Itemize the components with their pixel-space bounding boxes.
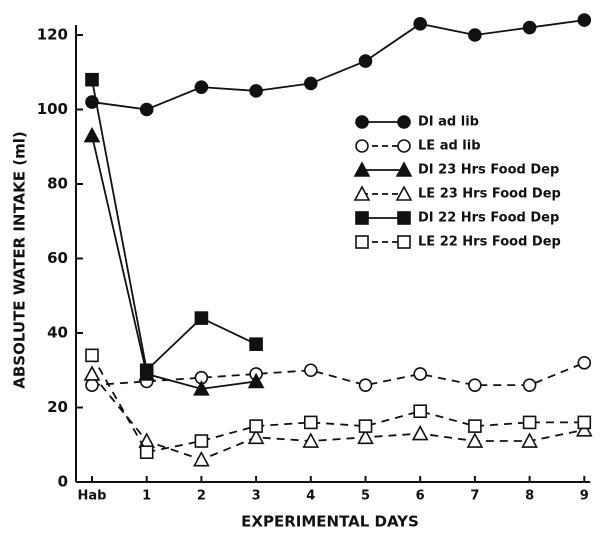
data-point bbox=[358, 54, 373, 68]
legend-marker bbox=[397, 139, 411, 153]
data-point bbox=[139, 102, 154, 117]
data-point bbox=[303, 363, 318, 378]
x-axis-label: EXPERIMENTAL DAYS bbox=[241, 513, 419, 531]
legend-marker bbox=[395, 185, 413, 201]
data-point bbox=[577, 13, 592, 27]
series-line bbox=[91, 19, 585, 111]
data-point bbox=[521, 432, 538, 448]
data-point bbox=[575, 421, 593, 437]
data-point bbox=[466, 432, 484, 448]
data-point bbox=[83, 126, 101, 143]
legend-marker bbox=[397, 211, 411, 225]
legend-marker bbox=[353, 161, 371, 177]
y-tick-label: 80 bbox=[47, 175, 68, 193]
data-point bbox=[357, 428, 374, 445]
legend-label: LE 23 Hrs Food Dep bbox=[418, 187, 561, 202]
data-point bbox=[411, 424, 429, 441]
data-point bbox=[194, 311, 209, 325]
legend-marker bbox=[395, 161, 413, 177]
data-point bbox=[194, 434, 209, 448]
data-point bbox=[139, 363, 154, 378]
data-point bbox=[302, 432, 320, 448]
data-point bbox=[468, 378, 482, 392]
data-point bbox=[522, 415, 537, 430]
data-point bbox=[413, 404, 428, 419]
legend-marker bbox=[353, 185, 371, 201]
series-line bbox=[91, 354, 585, 454]
y-tick-label: 0 bbox=[58, 473, 68, 491]
y-axis-label: ABSOLUTE WATER INTAKE (ml) bbox=[11, 131, 29, 388]
y-tick-label: 20 bbox=[47, 398, 68, 416]
data-point bbox=[413, 17, 428, 31]
data-point bbox=[413, 367, 428, 381]
data-point bbox=[522, 20, 537, 35]
legend-marker bbox=[355, 139, 369, 153]
series-line bbox=[91, 135, 257, 390]
legend-label: LE ad lib bbox=[418, 139, 481, 154]
data-point bbox=[249, 419, 263, 433]
x-tick-label: 3 bbox=[252, 489, 261, 504]
data-point bbox=[139, 445, 154, 460]
data-point bbox=[577, 355, 592, 370]
legend-label: LE 22 Hrs Food Dep bbox=[418, 235, 561, 250]
series-line bbox=[91, 361, 585, 387]
y-tick-label: 60 bbox=[47, 249, 68, 267]
y-tick-label: 40 bbox=[47, 324, 68, 342]
data-point bbox=[193, 380, 210, 396]
data-point bbox=[358, 419, 373, 433]
data-point bbox=[83, 365, 101, 381]
data-point bbox=[303, 76, 318, 91]
data-point bbox=[85, 378, 99, 392]
legend-marker bbox=[397, 115, 411, 129]
y-tick-label: 100 bbox=[37, 100, 68, 118]
data-point bbox=[85, 348, 99, 363]
legend-label: DI 22 Hrs Food Dep bbox=[418, 211, 559, 226]
data-point bbox=[247, 428, 265, 445]
legend-marker bbox=[355, 211, 369, 225]
x-tick-label: 5 bbox=[361, 489, 370, 504]
legend-marker bbox=[397, 235, 411, 249]
series-line bbox=[91, 373, 585, 461]
data-point bbox=[249, 337, 263, 351]
data-point bbox=[193, 450, 210, 467]
x-tick-label: Hab bbox=[78, 489, 107, 504]
x-tick-label: 6 bbox=[416, 489, 425, 504]
legend-label: DI ad lib bbox=[418, 115, 479, 130]
legend-label: DI 23 Hrs Food Dep bbox=[418, 163, 559, 178]
data-point bbox=[85, 72, 99, 87]
data-point bbox=[303, 415, 318, 430]
data-point bbox=[194, 80, 209, 94]
legend-marker bbox=[355, 235, 369, 249]
x-tick-label: 9 bbox=[580, 489, 589, 504]
data-point bbox=[247, 372, 265, 389]
x-tick-label: 1 bbox=[142, 489, 151, 504]
x-tick-label: 7 bbox=[470, 489, 479, 504]
x-tick-label: 8 bbox=[525, 489, 534, 504]
data-point bbox=[468, 419, 482, 433]
x-tick-label: 4 bbox=[306, 489, 315, 504]
data-point bbox=[249, 84, 263, 98]
series-line bbox=[91, 79, 257, 373]
legend-marker bbox=[355, 115, 369, 129]
data-point bbox=[577, 415, 592, 430]
x-tick-label: 2 bbox=[197, 489, 206, 504]
data-point bbox=[358, 378, 373, 392]
y-tick-label: 120 bbox=[37, 26, 68, 44]
data-point bbox=[468, 28, 482, 42]
data-point bbox=[522, 378, 537, 392]
